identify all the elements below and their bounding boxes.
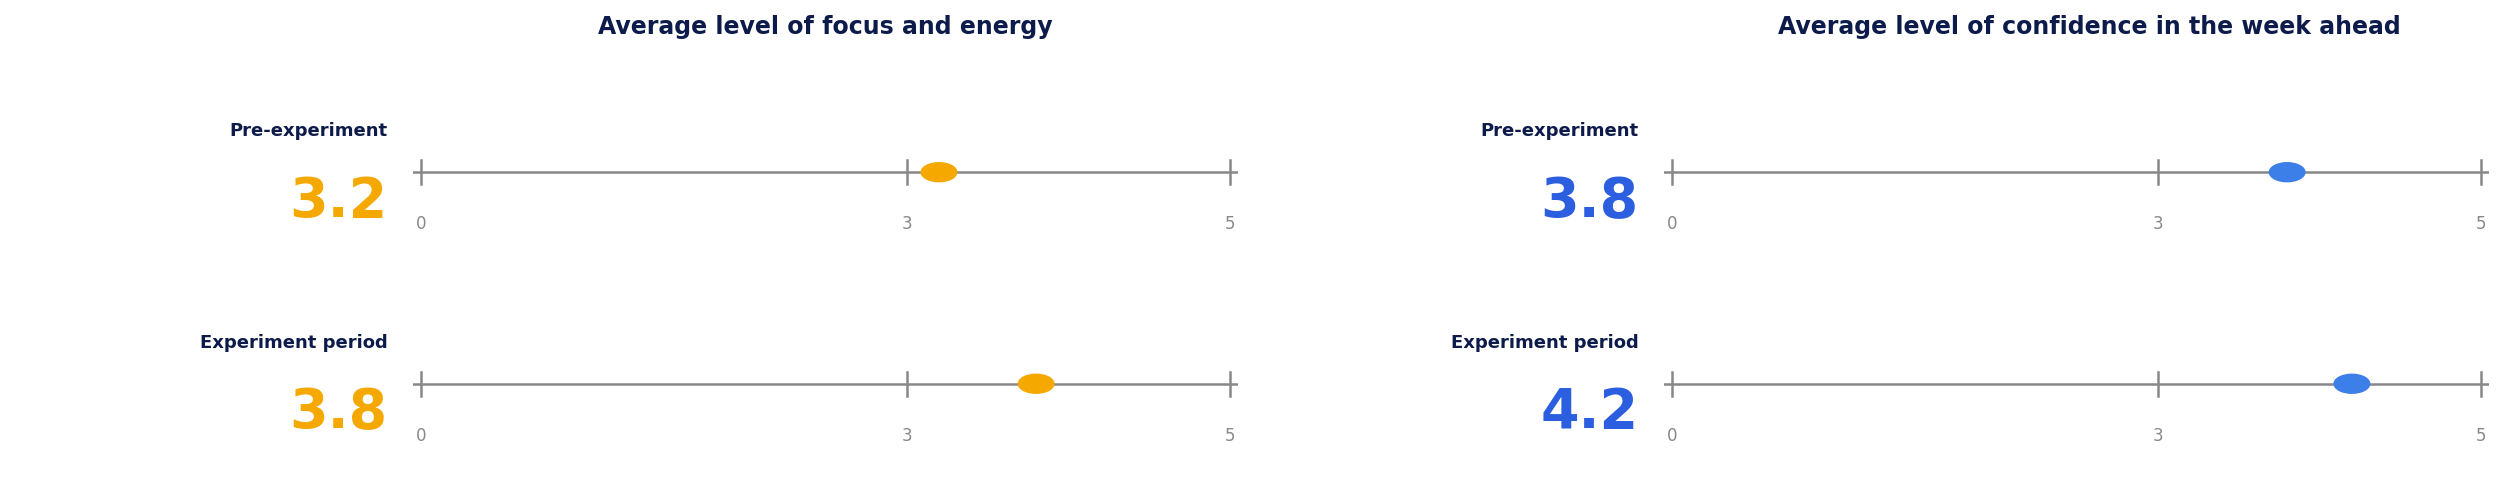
Text: Experiment period: Experiment period: [1451, 334, 1639, 352]
Text: 3.8: 3.8: [290, 386, 388, 440]
Ellipse shape: [2269, 163, 2304, 182]
Text: Average level of focus and energy: Average level of focus and energy: [598, 15, 1053, 39]
Ellipse shape: [1018, 374, 1053, 393]
Text: 4.2: 4.2: [1541, 386, 1639, 440]
Text: 3.2: 3.2: [290, 175, 388, 229]
Text: Pre-experiment: Pre-experiment: [230, 122, 388, 140]
Text: 3.8: 3.8: [1541, 175, 1639, 229]
Ellipse shape: [921, 163, 956, 182]
Ellipse shape: [2334, 374, 2369, 393]
Text: Experiment period: Experiment period: [200, 334, 388, 352]
Text: Average level of confidence in the week ahead: Average level of confidence in the week …: [1779, 15, 2399, 39]
Text: Pre-experiment: Pre-experiment: [1481, 122, 1639, 140]
